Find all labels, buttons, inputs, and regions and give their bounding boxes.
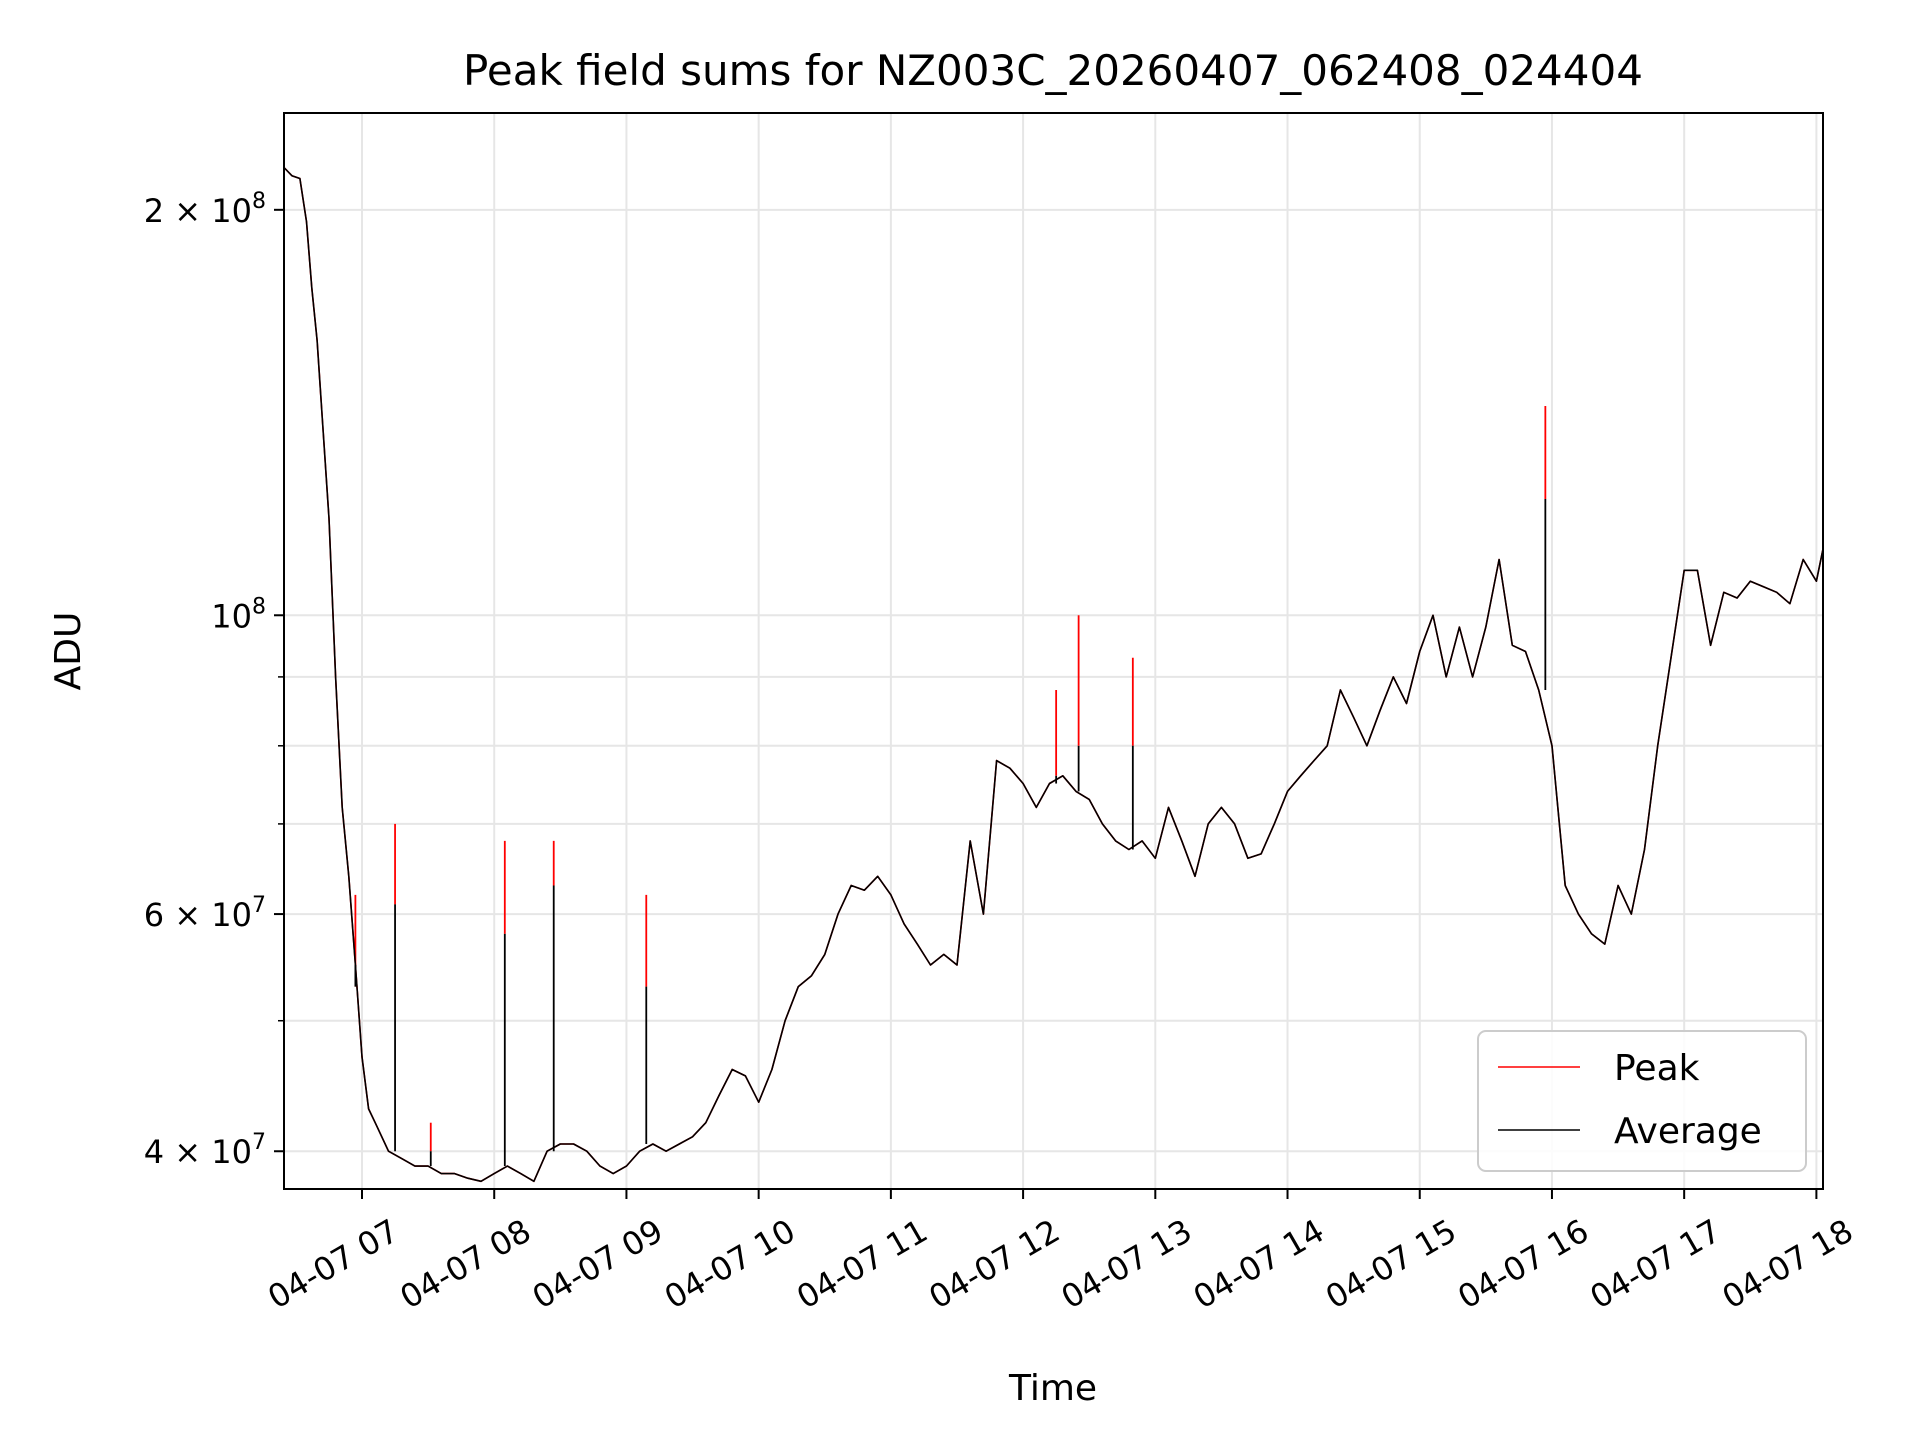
legend: Peak Average — [1477, 1030, 1807, 1172]
y-tick-label: 6 × 107 — [144, 893, 266, 934]
y-axis-label: ADU — [48, 612, 89, 691]
plot-area — [284, 166, 1823, 1183]
series-line-average — [284, 166, 1823, 1183]
y-tick-label: 2 × 108 — [144, 189, 266, 230]
chart-title: Peak field sums for NZ003C_20260407_0624… — [463, 46, 1643, 95]
y-axis: 4 × 107 6 × 107 108 2 × 108 — [144, 189, 284, 1171]
grid — [284, 113, 1823, 1189]
plot-frame — [283, 112, 1824, 1190]
y-tick-label: 4 × 107 — [144, 1130, 266, 1171]
legend-label-peak: Peak — [1614, 1048, 1700, 1089]
x-axis-label: Time — [1008, 1368, 1097, 1409]
y-tick-label: 108 — [211, 594, 266, 635]
legend-label-average: Average — [1614, 1111, 1762, 1152]
legend-box — [1477, 1030, 1807, 1172]
